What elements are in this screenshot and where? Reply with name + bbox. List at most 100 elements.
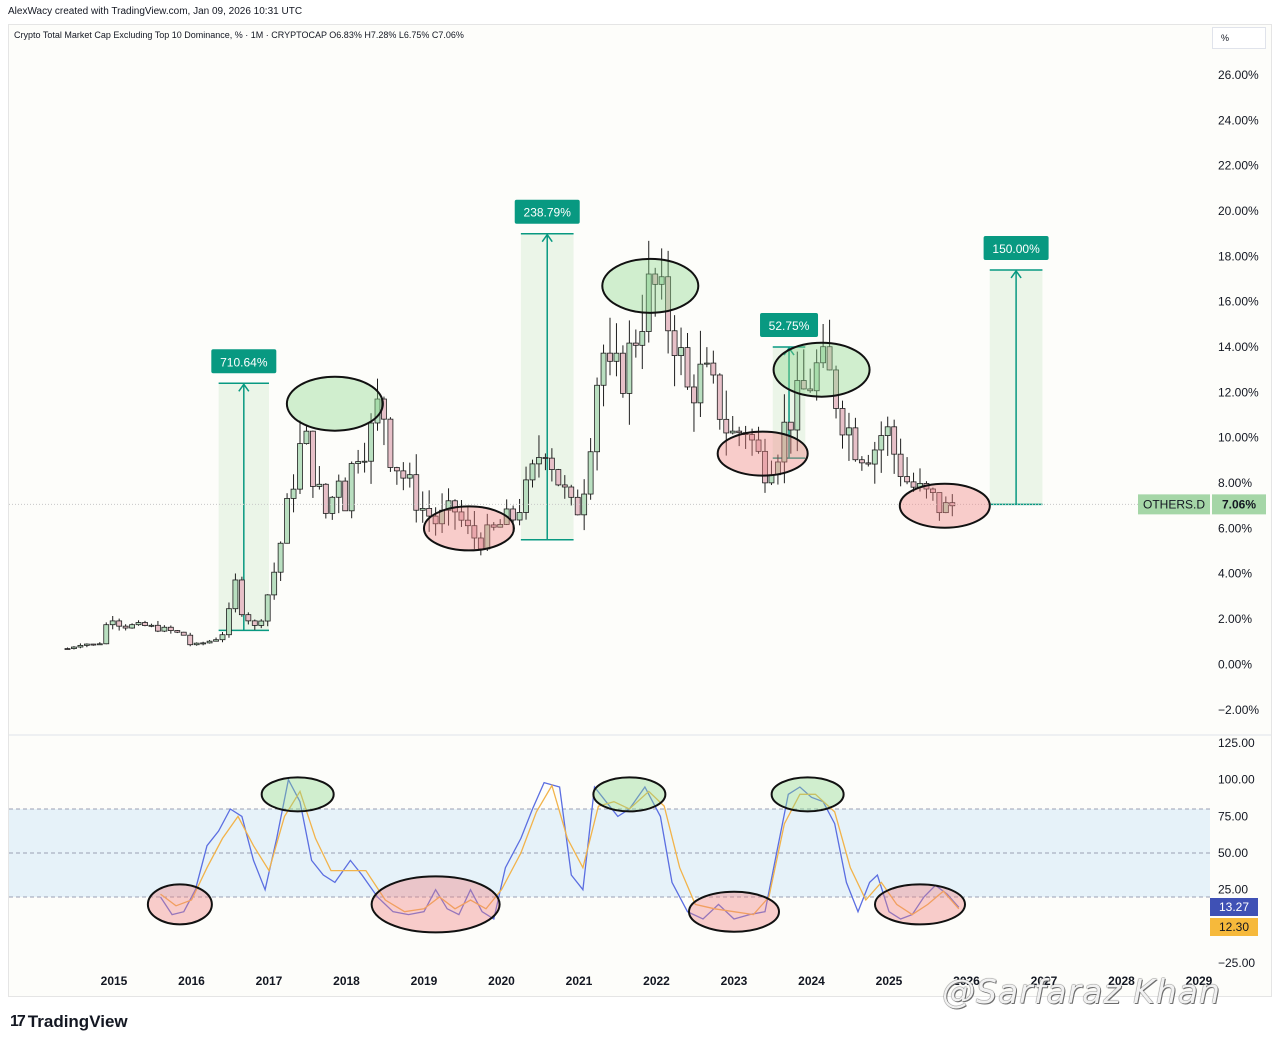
candle-body <box>103 624 110 645</box>
candle-body <box>852 427 859 461</box>
candle-body <box>329 496 336 514</box>
candle-body <box>90 643 97 646</box>
x-tick-label: 2025 <box>876 974 903 988</box>
candle-body <box>322 483 329 514</box>
stoch-bottom-circle <box>370 875 501 934</box>
candle-body <box>187 634 194 646</box>
candle-body <box>471 525 478 539</box>
candle-body <box>342 480 349 512</box>
stoch-k-tag: 13.27 <box>1219 900 1249 914</box>
candle-body <box>238 579 245 616</box>
candle-body <box>723 418 730 434</box>
candle-body <box>607 352 613 362</box>
candle-body <box>594 384 600 453</box>
candle-body <box>703 362 710 365</box>
stoch-bottom-circle <box>146 883 213 926</box>
top-circle <box>285 375 384 432</box>
measure-label-box <box>983 235 1049 260</box>
candle-body <box>684 347 691 388</box>
candle-body <box>620 352 626 394</box>
stoch-top-circle <box>592 776 667 813</box>
y-tick-label: 26.00% <box>1218 68 1259 82</box>
candle-body <box>142 622 148 626</box>
measure-arrow-head <box>238 383 250 392</box>
candle-body <box>251 620 258 626</box>
candle-body <box>116 620 123 627</box>
candle-body <box>290 488 297 499</box>
stoch-top-circle <box>770 776 845 813</box>
percent-scale-button[interactable]: % <box>1212 27 1266 49</box>
candle-body <box>129 624 135 629</box>
candle-body <box>716 374 723 420</box>
stoch-bottom-circle <box>688 890 780 933</box>
y-tick-label: 22.00% <box>1218 159 1259 173</box>
candle-body <box>807 388 814 392</box>
candle-body <box>626 342 633 394</box>
candle-body <box>942 502 949 514</box>
stoch-y-tick-label: −25.00 <box>1218 956 1255 970</box>
x-tick-label: 2028 <box>1108 974 1135 988</box>
candle-body <box>652 273 659 285</box>
candle-body <box>865 462 872 465</box>
candle-body <box>645 273 652 332</box>
candle-body <box>820 346 827 364</box>
tradingview-logo[interactable]: 17 TradingView <box>10 1012 128 1032</box>
candle-body <box>445 500 452 511</box>
measure-arrow-head <box>1010 269 1022 279</box>
candle-body <box>600 352 607 386</box>
candle-body <box>77 644 84 648</box>
y-tick-label: 6.00% <box>1218 521 1252 535</box>
candle-body <box>297 443 303 490</box>
candle-body <box>361 460 368 463</box>
candle-body <box>729 430 736 434</box>
candle-body <box>510 508 517 521</box>
candle-body <box>548 457 555 470</box>
candle-body <box>665 276 672 332</box>
candle-body <box>536 457 542 465</box>
x-tick-label: 2018 <box>333 974 360 988</box>
last-value-tag: 7.06% <box>1222 497 1256 511</box>
candle-body <box>465 519 471 527</box>
candle-body <box>846 427 852 436</box>
y-tick-label: −2.00% <box>1218 703 1259 717</box>
candle-body <box>193 642 200 646</box>
watermark-text: @Sarfaraz Khan <box>942 972 1221 1011</box>
symbol-legend: Crypto Total Market Cap Excluding Top 10… <box>14 30 464 40</box>
x-tick-label: 2022 <box>643 974 670 988</box>
candle-body <box>387 418 394 468</box>
candle-body <box>613 352 620 362</box>
candle-body <box>277 542 284 573</box>
candle-body <box>800 380 807 390</box>
candle-body <box>226 608 232 636</box>
author-credit: AlexWacy created with TradingView.com, J… <box>8 6 303 17</box>
measure-arrow-head <box>541 233 553 243</box>
candle-body <box>691 386 697 404</box>
candle-body <box>555 469 562 486</box>
candle-body <box>426 508 433 517</box>
candle-body <box>839 408 846 436</box>
candle-body <box>206 640 213 644</box>
x-tick-label: 2029 <box>1186 974 1213 988</box>
y-tick-label: 18.00% <box>1218 249 1259 263</box>
candle-body <box>316 483 323 487</box>
candle-body <box>568 486 575 498</box>
x-tick-label: 2017 <box>256 974 283 988</box>
candle-body <box>678 347 684 357</box>
candle-body <box>271 571 278 596</box>
candle-body <box>135 622 142 626</box>
symbol-tag: OTHERS.D <box>1143 497 1205 511</box>
y-tick-label: 24.00% <box>1218 113 1259 127</box>
candle-body <box>335 480 342 498</box>
y-tick-label: 4.00% <box>1218 567 1252 581</box>
candle-body <box>406 474 413 479</box>
stoch-d-tag-box <box>1210 918 1258 936</box>
candle-body <box>736 430 743 434</box>
chart-panel[interactable] <box>8 24 1272 997</box>
candle-body <box>200 642 207 645</box>
x-tick-label: 2024 <box>798 974 825 988</box>
stoch-y-tick-label: 100.00 <box>1218 773 1255 787</box>
candle-body <box>213 639 219 642</box>
candle-body <box>632 342 639 346</box>
measure-label: 710.64% <box>220 355 268 369</box>
